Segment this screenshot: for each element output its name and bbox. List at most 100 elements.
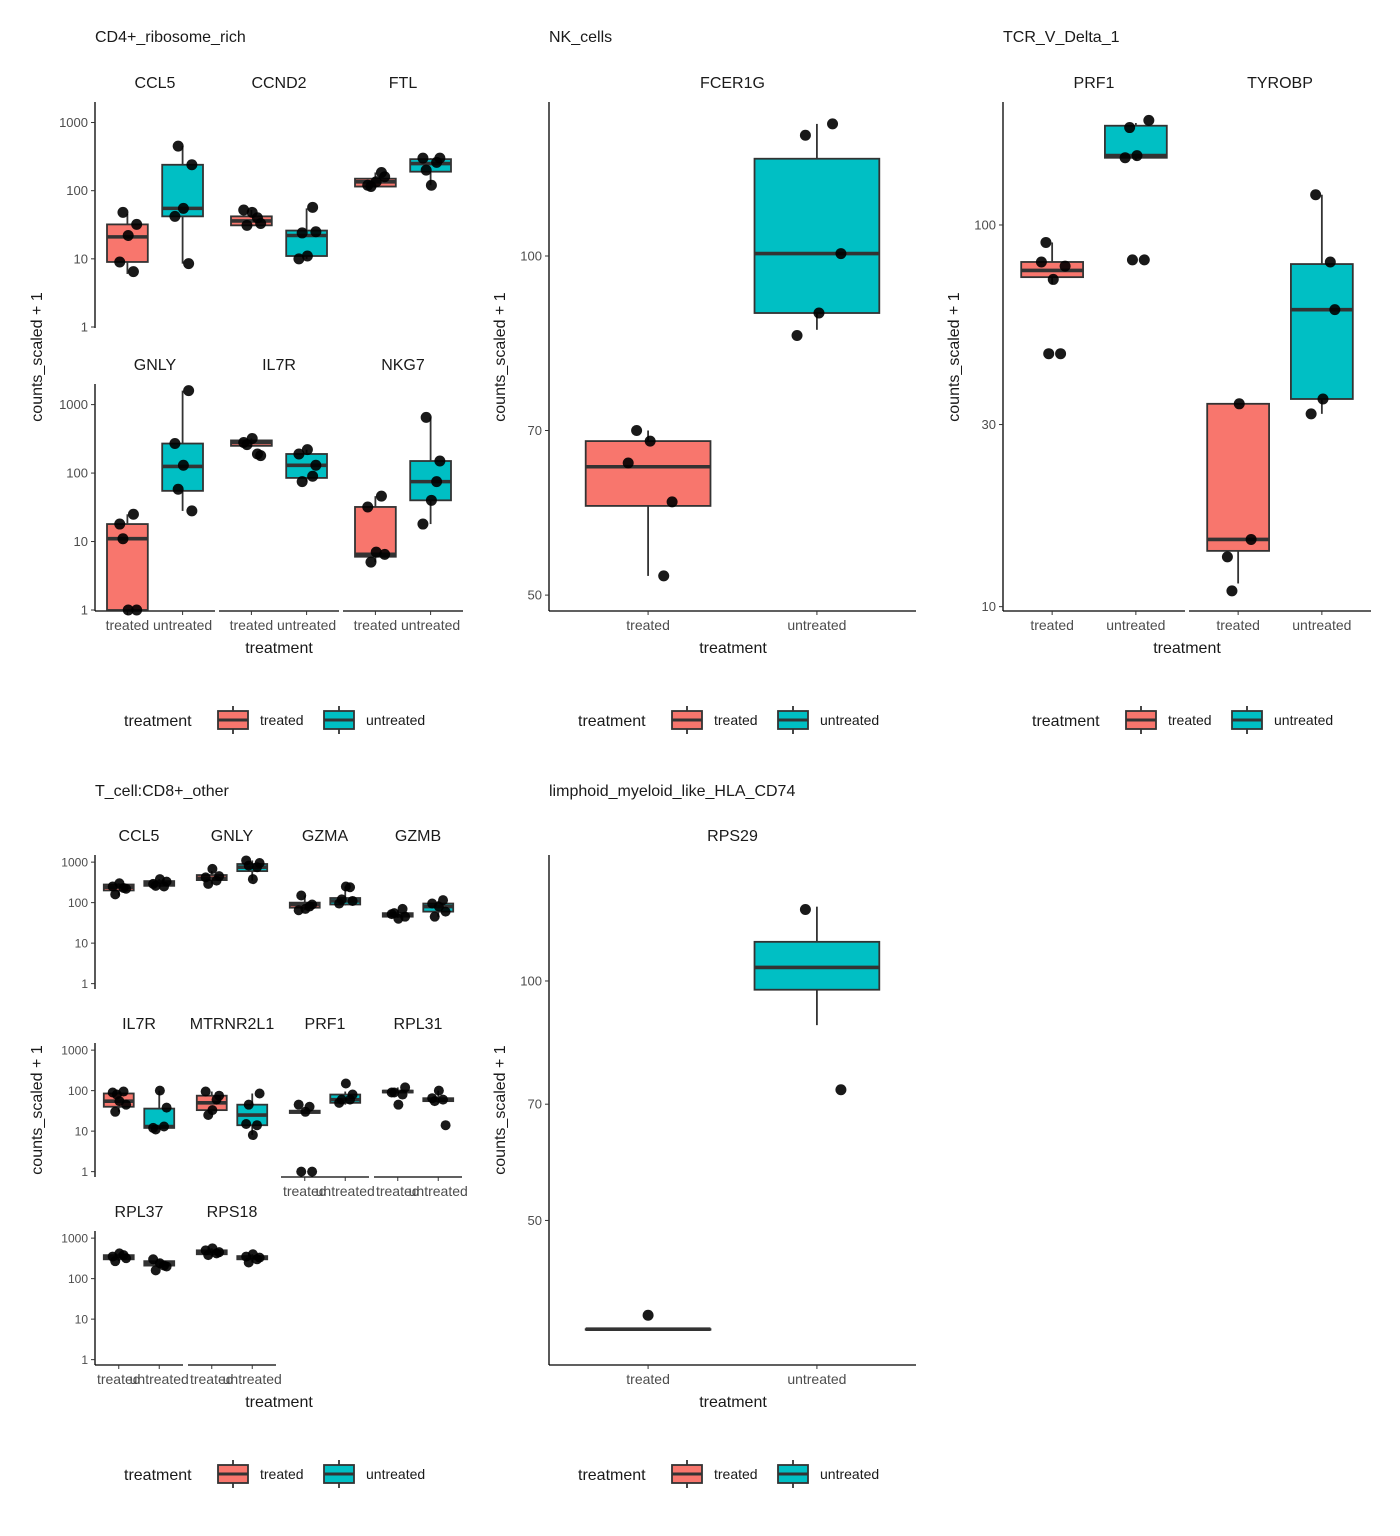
facet-label: RPS18 [207,1204,258,1221]
data-point [1131,150,1143,162]
data-point [434,455,446,467]
y-tick-label: 1000 [59,397,88,412]
data-point [420,164,432,176]
data-point [1226,585,1238,597]
y-tick-label: 100 [68,1084,88,1098]
facet: GZMA [288,828,362,916]
data-point [247,874,258,885]
data-point [293,905,304,916]
x-tick-label: treated [283,1183,327,1199]
data-point [238,204,250,216]
data-point [296,476,308,488]
data-point [431,156,443,168]
data-point [658,570,670,582]
data-point [379,548,391,560]
data-point [131,218,143,230]
legend-label: treated [1168,712,1212,728]
data-point [420,411,432,423]
data-point [211,1248,222,1259]
data-point [370,176,382,188]
data-point [1310,189,1322,201]
y-tick-label: 1 [81,1353,88,1367]
data-point [211,875,222,886]
x-tick-label: untreated [223,1371,282,1387]
x-tick-label: treated [106,617,150,633]
data-point [1329,304,1341,316]
data-point [1047,273,1059,285]
data-point [293,253,305,265]
data-point [251,448,263,460]
data-point [148,878,159,889]
data-point [304,901,315,912]
data-point [118,1250,129,1261]
data-point [397,1089,408,1100]
facet: CCL5 1 10 100 1000 [59,75,204,335]
legend-label: treated [714,712,758,728]
data-point [631,424,643,436]
x-tick-label: treated [1216,617,1260,633]
data-point [247,1130,258,1141]
legend-label: untreated [820,1466,879,1482]
data-point [122,604,134,616]
y-tick-label: 10 [75,937,89,951]
data-point [799,903,811,915]
data-point [177,202,189,214]
data-point [252,1254,263,1265]
chart-panel: TCR_V_Delta_1 PRF1 10 30 100 treated untreated… [946,29,1371,734]
data-point [241,1118,252,1129]
x-tick-label: untreated [409,1183,468,1199]
y-tick-label: 1 [81,977,88,991]
data-point [207,1105,218,1116]
x-tick-label: treated [97,1371,141,1387]
facet-label: MTRNR2L1 [190,1016,275,1033]
data-point [114,256,126,268]
data-point [425,179,437,191]
data-point [172,483,184,495]
facet-label: GZMB [395,828,441,845]
data-point [386,1087,397,1098]
data-point [1124,122,1136,134]
data-point [375,490,387,502]
box [1206,402,1270,552]
x-tick-label: untreated [1106,617,1165,633]
data-point [1317,393,1329,405]
y-axis-title: counts_scaled + 1 [29,1045,46,1175]
data-point [111,1089,122,1100]
data-point [642,1309,654,1321]
data-point [251,212,263,224]
legend-title: treatment [578,713,646,730]
data-point [169,438,181,450]
y-tick-label: 100 [66,183,88,198]
data-point [110,889,121,900]
x-tick-label: untreated [153,617,212,633]
y-tick-label: 100 [520,249,542,264]
data-point [127,508,139,520]
data-point [252,862,263,873]
data-point [365,556,377,568]
facet-label: PRF1 [1074,75,1115,92]
data-point [154,1085,165,1096]
data-point [207,863,218,874]
data-point [200,872,211,883]
legend: treatment treated untreated [124,706,425,734]
facet: CCL5 1 10 100 1000 [61,828,176,991]
x-tick-label: untreated [401,617,460,633]
x-tick-label: treated [354,617,398,633]
x-tick-label: untreated [787,1371,846,1387]
facet-label: IL7R [122,1016,156,1033]
data-point [301,444,313,456]
data-point [345,1094,356,1105]
data-point [122,229,134,241]
y-tick-label: 1 [81,603,88,618]
facet-label: TYROBP [1247,75,1313,92]
y-tick-label: 30 [982,417,996,432]
facet: MTRNR2L1 [190,1016,275,1141]
data-point [296,890,307,901]
data-point [431,476,443,488]
y-tick-label: 50 [528,1213,542,1228]
facet-label: GZMA [302,828,349,845]
box [1290,263,1354,400]
data-point [161,1102,172,1113]
y-tick-label: 10 [74,534,88,549]
